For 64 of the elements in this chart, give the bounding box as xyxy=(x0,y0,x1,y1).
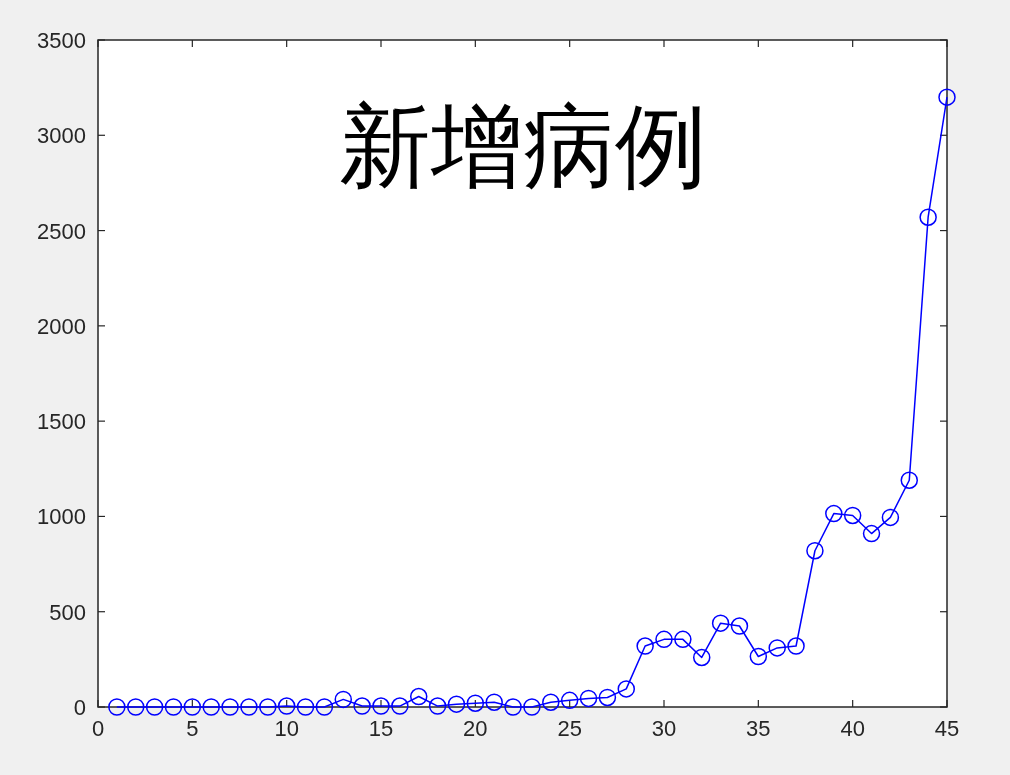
point xyxy=(183,698,202,716)
x-tick-label: 10 xyxy=(274,716,299,741)
point xyxy=(428,697,447,715)
x-tick-label: 25 xyxy=(557,716,582,741)
point xyxy=(919,208,937,226)
point xyxy=(485,693,503,711)
point xyxy=(523,698,541,716)
point xyxy=(108,698,126,716)
point xyxy=(126,698,145,716)
x-tick-label: 15 xyxy=(368,716,394,741)
point xyxy=(730,617,749,635)
point xyxy=(259,698,277,716)
point xyxy=(617,680,636,698)
point xyxy=(221,698,239,716)
text: 新增病例 xyxy=(338,95,707,197)
y-tick-label: 3000 xyxy=(37,123,86,149)
point xyxy=(277,697,296,715)
point xyxy=(579,689,598,708)
x-tick-label: 20 xyxy=(463,716,488,741)
x-tick-label: 35 xyxy=(746,716,771,741)
point xyxy=(825,504,843,523)
point xyxy=(862,524,881,543)
y-tick-label: 1500 xyxy=(37,409,86,435)
point xyxy=(466,694,485,712)
point xyxy=(409,687,428,706)
point xyxy=(542,693,560,711)
x-tick-label: 30 xyxy=(651,716,677,741)
point xyxy=(145,698,164,716)
point xyxy=(674,630,692,649)
point xyxy=(711,614,730,632)
point xyxy=(353,697,371,715)
point xyxy=(391,697,409,715)
point xyxy=(504,698,522,716)
point xyxy=(636,637,654,655)
point xyxy=(655,630,673,649)
y-tick-label: 2000 xyxy=(37,313,86,339)
point xyxy=(296,698,315,716)
point xyxy=(900,471,919,489)
y-tick-label: 1000 xyxy=(37,504,86,530)
x-tick-label: 0 xyxy=(91,716,105,741)
y-tick-label: 0 xyxy=(73,695,86,720)
point xyxy=(447,695,466,713)
point xyxy=(749,647,768,666)
x-tick-label: 40 xyxy=(840,716,865,741)
point xyxy=(843,506,862,525)
y-tick-label: 500 xyxy=(49,599,86,625)
point xyxy=(240,698,258,716)
point xyxy=(881,508,900,527)
x-tick-label: 45 xyxy=(934,716,960,741)
point xyxy=(598,688,617,707)
point xyxy=(315,698,334,716)
point xyxy=(938,88,956,106)
point xyxy=(787,637,805,655)
point xyxy=(806,541,824,560)
point xyxy=(768,639,786,657)
point xyxy=(560,691,579,710)
y-tick-label: 2500 xyxy=(37,218,86,244)
x-tick-label: 5 xyxy=(186,716,199,741)
point xyxy=(372,697,390,715)
point xyxy=(692,648,711,667)
point xyxy=(334,690,353,709)
y-tick-label: 3500 xyxy=(37,28,86,53)
point xyxy=(202,698,220,716)
point xyxy=(164,698,183,716)
